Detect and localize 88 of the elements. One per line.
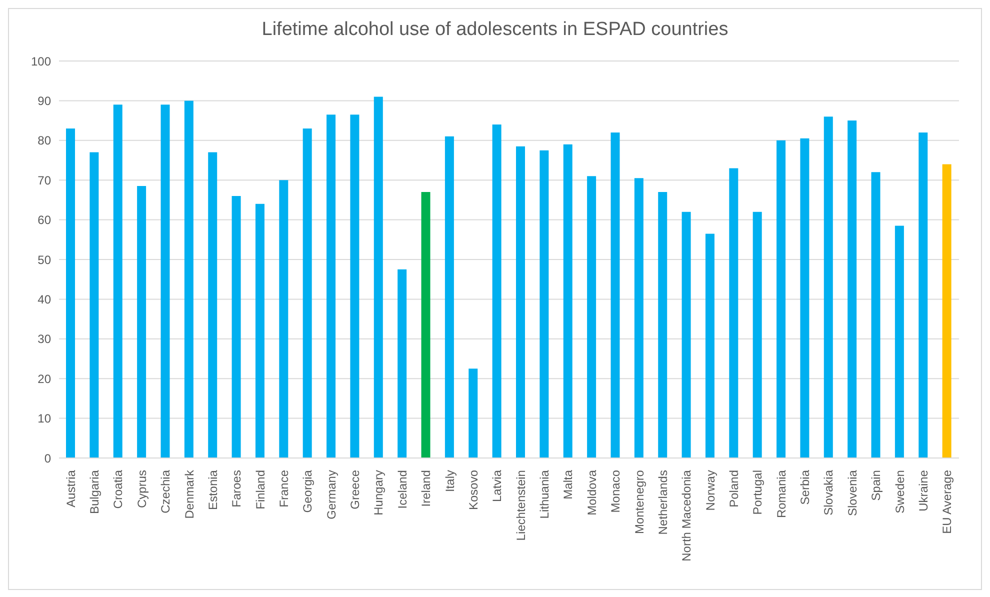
x-tick-label: Czechia xyxy=(158,470,173,514)
x-tick-label: Montenegro xyxy=(632,470,646,534)
bar xyxy=(350,114,360,458)
x-tick-label: Croatia xyxy=(111,470,126,509)
x-tick-label: Cyprus xyxy=(134,470,149,508)
x-tick-label: Monaco xyxy=(608,470,623,513)
y-tick-label: 70 xyxy=(38,173,52,188)
x-tick-label: France xyxy=(277,470,291,508)
bar xyxy=(137,186,146,458)
y-tick-label: 80 xyxy=(38,134,52,148)
bar xyxy=(302,128,312,458)
bar xyxy=(540,150,549,458)
y-tick-label: 0 xyxy=(44,451,52,466)
x-tick-label: Moldova xyxy=(584,470,599,516)
bar xyxy=(634,178,644,458)
y-tick-label: 20 xyxy=(38,372,52,386)
bar xyxy=(848,120,857,458)
x-tick-label: Netherlands xyxy=(656,470,670,535)
bar xyxy=(421,192,430,458)
x-tick-label: Estonia xyxy=(206,470,220,510)
bar xyxy=(255,204,264,458)
x-tick-label: Slovenia xyxy=(845,470,860,516)
bar xyxy=(894,226,904,458)
x-tick-label: Norway xyxy=(703,470,718,511)
x-tick-label: Liechtenstein xyxy=(514,470,528,541)
bar xyxy=(824,116,833,458)
bar xyxy=(682,212,691,458)
bar xyxy=(113,104,122,458)
bar xyxy=(871,172,880,458)
bar xyxy=(444,136,454,458)
y-tick-label: 50 xyxy=(38,252,52,267)
bar xyxy=(752,212,762,458)
x-tick-label: Denmark xyxy=(182,469,196,519)
bar xyxy=(658,192,668,458)
bar xyxy=(729,168,738,458)
bar xyxy=(208,152,218,458)
bar xyxy=(184,100,194,458)
x-tick-label: Ireland xyxy=(419,470,434,507)
bar xyxy=(942,164,952,458)
x-tick-label: Georgia xyxy=(300,470,315,513)
x-tick-label: Ukraine xyxy=(916,470,930,512)
bar xyxy=(66,128,75,458)
x-tick-label: Slovakia xyxy=(822,470,836,516)
x-tick-label: Austria xyxy=(64,470,78,508)
x-tick-label: Kosovo xyxy=(466,470,480,510)
y-tick-label: 10 xyxy=(38,412,52,426)
x-tick-label: Finland xyxy=(253,470,268,510)
bar xyxy=(776,140,786,458)
x-tick-label: Hungary xyxy=(372,470,386,516)
x-tick-label: Malta xyxy=(561,470,576,500)
bar xyxy=(279,180,288,458)
x-tick-label: Portugal xyxy=(750,470,765,515)
bar xyxy=(610,132,620,458)
y-tick-label: 60 xyxy=(38,213,52,228)
bar xyxy=(800,138,810,458)
bar xyxy=(492,124,502,458)
x-tick-label: Italy xyxy=(442,470,457,492)
bar xyxy=(563,144,572,458)
bar xyxy=(516,146,525,458)
chart-title: Lifetime alcohol use of adolescents in ESPAD countries xyxy=(260,19,730,41)
bar xyxy=(160,104,170,458)
bar xyxy=(398,269,407,458)
x-tick-label: Lithuania xyxy=(538,470,552,519)
bar xyxy=(90,152,99,458)
y-tick-label: 100 xyxy=(30,54,52,68)
x-tick-label: Bulgaria xyxy=(88,470,102,514)
y-tick-label: 30 xyxy=(38,332,52,346)
x-tick-label: Greece xyxy=(348,470,362,510)
x-tick-label: Faroes xyxy=(230,470,244,508)
bar xyxy=(232,196,241,458)
x-tick-label: Spain xyxy=(869,470,884,501)
bar xyxy=(918,132,928,458)
y-tick-label: 40 xyxy=(38,292,52,306)
bar xyxy=(587,176,596,458)
x-tick-label: Iceland xyxy=(395,470,410,509)
x-tick-label: Latvia xyxy=(490,470,504,502)
x-tick-label: EU Average xyxy=(940,470,954,534)
bar xyxy=(705,234,714,458)
bar xyxy=(374,96,383,458)
x-tick-label: Romania xyxy=(774,470,788,518)
x-tick-label: Poland xyxy=(727,470,741,508)
x-tick-label: Sweden xyxy=(892,470,907,514)
x-tick-label: Serbia xyxy=(798,470,812,505)
bar xyxy=(468,368,478,458)
x-tick-label: Germany xyxy=(324,470,338,520)
bar xyxy=(326,114,336,458)
x-tick-label: North Macedonia xyxy=(680,470,694,562)
y-tick-label: 90 xyxy=(38,94,52,108)
